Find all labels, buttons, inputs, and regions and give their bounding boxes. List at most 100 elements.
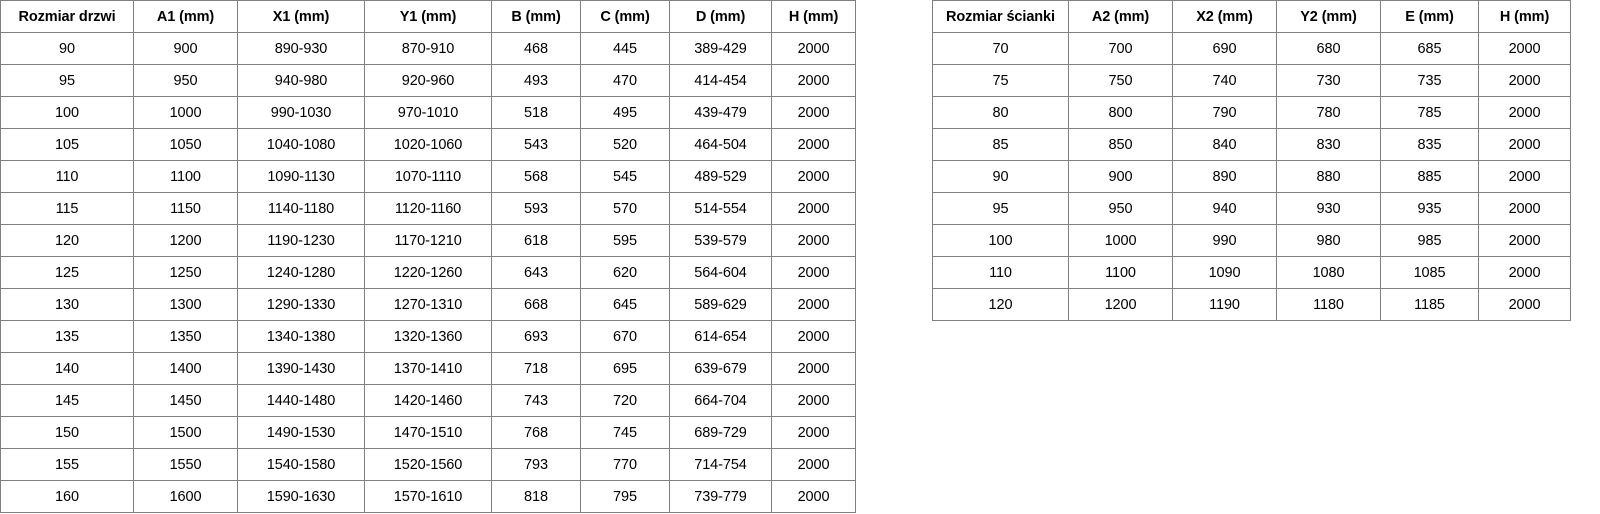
table-cell: 545 [580, 160, 670, 193]
table-cell: 900 [1068, 160, 1173, 193]
table-cell: 95 [932, 192, 1069, 225]
wall-table-header: Rozmiar ścianki A2 (mm) X2 (mm) Y2 (mm) E (m… [932, 0, 1571, 33]
table-row: 110 1100 1090 1080 1085 2000 [932, 256, 1571, 289]
table-row: 160 1600 1590-1630 1570-1610 818 795 739-779 20… [0, 480, 856, 513]
table-cell: 140 [0, 352, 134, 385]
table-row: 145 1450 1440-1480 1420-1460 743 720 664-704 20… [0, 384, 856, 417]
table-cell: 618 [491, 224, 581, 257]
table-cell: 695 [580, 352, 670, 385]
table-cell: 1340-1380 [237, 320, 365, 353]
table-cell: 2000 [771, 128, 856, 161]
table-cell: 439-479 [669, 96, 772, 129]
table-cell: 2000 [771, 256, 856, 289]
table-cell: 2000 [1478, 192, 1571, 225]
table-cell: 593 [491, 192, 581, 225]
table-cell: 693 [491, 320, 581, 353]
door-table-body: 90 900 890-930 870-910 468 445 389-429 2000 95 95… [0, 32, 856, 513]
table-cell: 1000 [1068, 224, 1173, 257]
table-cell: 1590-1630 [237, 480, 365, 513]
column-header: E (mm) [1380, 0, 1479, 33]
table-cell: 670 [580, 320, 670, 353]
table-cell: 514-554 [669, 192, 772, 225]
door-table-header: Rozmiar drzwi A1 (mm) X1 (mm) Y1 (mm) B (mm)… [0, 0, 856, 33]
table-cell: 770 [580, 448, 670, 481]
table-cell: 2000 [771, 32, 856, 65]
table-cell: 1450 [133, 384, 238, 417]
table-row: 150 1500 1490-1530 1470-1510 768 745 689-729 20… [0, 416, 856, 449]
table-row: 110 1100 1090-1130 1070-1110 568 545 489-529 20… [0, 160, 856, 193]
table-row: 130 1300 1290-1330 1270-1310 668 645 589-629 20… [0, 288, 856, 321]
table-row: 135 1350 1340-1380 1320-1360 693 670 614-654 20… [0, 320, 856, 353]
table-cell: 589-629 [669, 288, 772, 321]
table-cell: 470 [580, 64, 670, 97]
table-cell: 990 [1172, 224, 1277, 257]
table-cell: 120 [0, 224, 134, 257]
table-cell: 700 [1068, 32, 1173, 65]
table-row: 75 750 740 730 735 2000 [932, 64, 1571, 97]
table-cell: 495 [580, 96, 670, 129]
table-cell: 518 [491, 96, 581, 129]
table-cell: 2000 [771, 416, 856, 449]
table-row: 95 950 940 930 935 2000 [932, 192, 1571, 225]
table-row: 85 850 840 830 835 2000 [932, 128, 1571, 161]
table-cell: 115 [0, 192, 134, 225]
table-cell: 730 [1276, 64, 1381, 97]
table-cell: 900 [133, 32, 238, 65]
table-cell: 1500 [133, 416, 238, 449]
table-cell: 2000 [771, 384, 856, 417]
table-cell: 985 [1380, 224, 1479, 257]
table-cell: 2000 [771, 224, 856, 257]
table-cell: 920-960 [364, 64, 492, 97]
table-cell: 720 [580, 384, 670, 417]
table-cell: 1420-1460 [364, 384, 492, 417]
wall-table-body: 70 700 690 680 685 2000 75 750 740 730 735 2000 80 80… [932, 32, 1571, 321]
table-cell: 645 [580, 288, 670, 321]
table-cell: 85 [932, 128, 1069, 161]
table-cell: 489-529 [669, 160, 772, 193]
table-cell: 1085 [1380, 256, 1479, 289]
table-cell: 520 [580, 128, 670, 161]
table-cell: 2000 [1478, 96, 1571, 129]
table-cell: 745 [580, 416, 670, 449]
table-cell: 568 [491, 160, 581, 193]
table-cell: 1090 [1172, 256, 1277, 289]
table-cell: 1120-1160 [364, 192, 492, 225]
table-cell: 664-704 [669, 384, 772, 417]
table-cell: 1070-1110 [364, 160, 492, 193]
table-cell: 1050 [133, 128, 238, 161]
table-header-row: Rozmiar drzwi A1 (mm) X1 (mm) Y1 (mm) B (mm)… [0, 0, 856, 33]
table-cell: 2000 [771, 96, 856, 129]
table-cell: 155 [0, 448, 134, 481]
table-cell: 835 [1380, 128, 1479, 161]
table-cell: 110 [0, 160, 134, 193]
table-cell: 870-910 [364, 32, 492, 65]
table-cell: 2000 [771, 320, 856, 353]
table-cell: 940 [1172, 192, 1277, 225]
table-cell: 1090-1130 [237, 160, 365, 193]
table-cell: 1140-1180 [237, 192, 365, 225]
table-cell: 1170-1210 [364, 224, 492, 257]
table-cell: 2000 [1478, 160, 1571, 193]
table-cell: 614-654 [669, 320, 772, 353]
table-cell: 620 [580, 256, 670, 289]
table-cell: 2000 [1478, 288, 1571, 321]
table-cell: 850 [1068, 128, 1173, 161]
table-cell: 1490-1530 [237, 416, 365, 449]
table-cell: 160 [0, 480, 134, 513]
table-cell: 970-1010 [364, 96, 492, 129]
table-cell: 990-1030 [237, 96, 365, 129]
table-cell: 1370-1410 [364, 352, 492, 385]
table-cell: 570 [580, 192, 670, 225]
table-cell: 830 [1276, 128, 1381, 161]
column-header: B (mm) [491, 0, 581, 33]
table-row: 120 1200 1190 1180 1185 2000 [932, 288, 1571, 321]
table-cell: 2000 [1478, 64, 1571, 97]
table-cell: 1200 [1068, 288, 1173, 321]
door-dimensions-table: Rozmiar drzwi A1 (mm) X1 (mm) Y1 (mm) B (mm)… [0, 0, 856, 513]
table-cell: 639-679 [669, 352, 772, 385]
table-cell: 125 [0, 256, 134, 289]
table-header-row: Rozmiar ścianki A2 (mm) X2 (mm) Y2 (mm) E (m… [932, 0, 1571, 33]
table-row: 105 1050 1040-1080 1020-1060 543 520 464-504 20… [0, 128, 856, 161]
column-header: Rozmiar ścianki [932, 0, 1069, 33]
